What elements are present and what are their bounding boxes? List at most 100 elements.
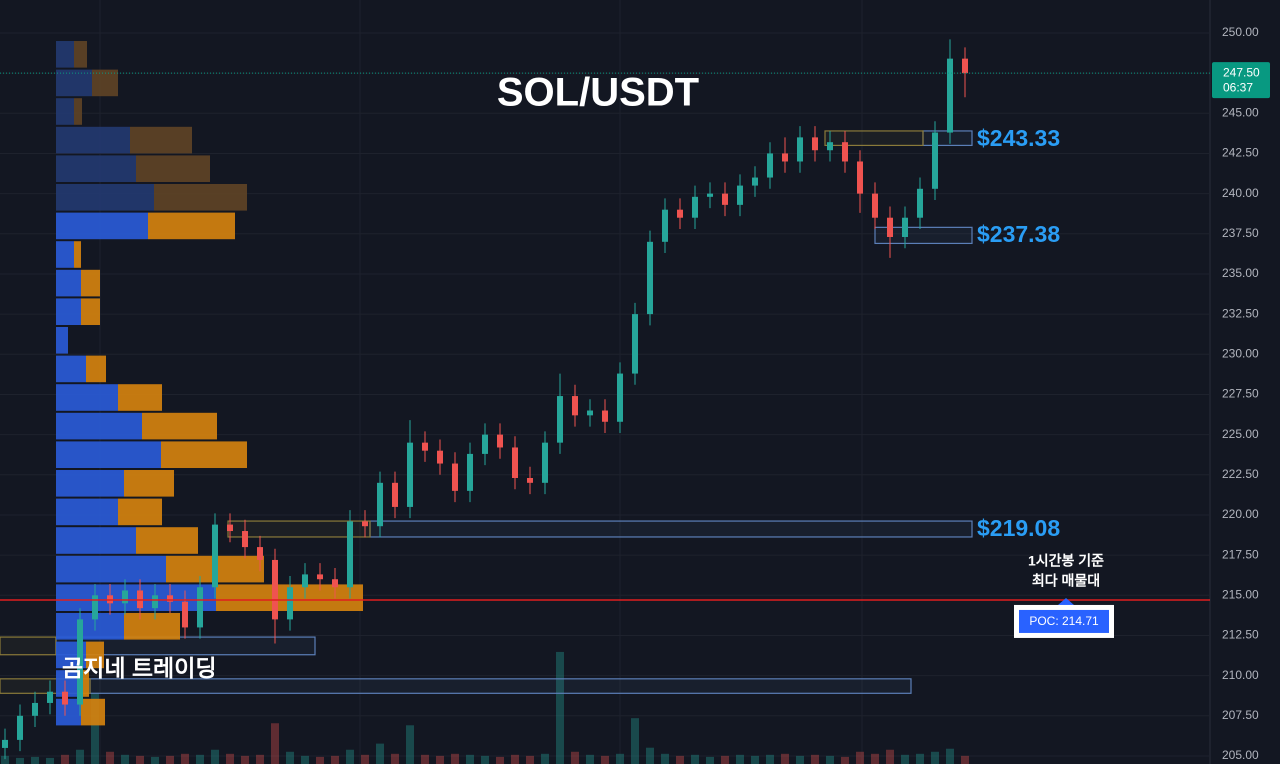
- candle-body: [497, 434, 503, 448]
- y-tick-label: 245.00: [1222, 105, 1259, 119]
- y-tick-label: 237.50: [1222, 226, 1259, 240]
- volume-bar: [571, 751, 579, 764]
- profile-bar: [148, 212, 235, 240]
- candle-body: [197, 587, 203, 628]
- zone-box: [369, 520, 973, 538]
- last-price-box: [1212, 62, 1270, 99]
- volume-bar: [136, 755, 144, 764]
- level-label: $219.08: [977, 515, 1060, 541]
- volume-bar: [31, 756, 39, 764]
- candle-body: [662, 209, 668, 242]
- candle-body: [92, 595, 98, 620]
- volume-bar: [286, 751, 294, 764]
- candle-body: [932, 132, 938, 189]
- y-tick-label: 207.50: [1222, 708, 1259, 722]
- candle-body: [962, 58, 968, 74]
- profile-bar: [118, 384, 162, 411]
- volume-bar: [886, 749, 894, 764]
- y-tick-label: 210.00: [1222, 668, 1259, 682]
- profile-bar: [74, 241, 81, 268]
- volume-bar: [391, 753, 399, 764]
- volume-bar: [361, 754, 369, 764]
- candle-body: [362, 521, 368, 527]
- poc-annotation: 최다 매물대: [1032, 573, 1100, 589]
- candle-body: [557, 396, 563, 443]
- candle-body: [242, 531, 248, 548]
- candle-body: [182, 601, 188, 628]
- profile-bar: [56, 69, 92, 97]
- y-tick-label: 217.50: [1222, 547, 1259, 561]
- candle-body: [767, 153, 773, 178]
- volume-bar: [541, 753, 549, 764]
- profile-bar: [161, 441, 247, 469]
- candle-body: [2, 739, 8, 748]
- candle-body: [17, 715, 23, 740]
- volume-bar: [901, 754, 909, 764]
- volume-bar: [196, 754, 204, 764]
- candle-body: [917, 188, 923, 218]
- candle-body: [737, 185, 743, 205]
- volume-bar: [241, 755, 249, 764]
- candle-body: [647, 241, 653, 315]
- candle-body: [707, 193, 713, 197]
- candle-body: [317, 574, 323, 580]
- profile-bar: [86, 641, 104, 669]
- volume-bar: [106, 751, 114, 764]
- volume-bar: [61, 754, 69, 764]
- candle-body: [272, 559, 278, 620]
- profile-bar: [81, 670, 89, 697]
- candle-body: [392, 482, 398, 507]
- volume-bar: [1, 755, 9, 764]
- volume-bar: [496, 756, 504, 764]
- zone-box: [922, 130, 973, 147]
- zone-box: [824, 130, 924, 147]
- y-tick-label: 250.00: [1222, 25, 1259, 39]
- candle-body: [122, 590, 128, 604]
- candle-body: [407, 442, 413, 507]
- profile-bar: [136, 527, 198, 554]
- volume-bar: [76, 749, 84, 764]
- volume-bar: [856, 751, 864, 764]
- volume-bar: [796, 755, 804, 764]
- candle-body: [752, 177, 758, 186]
- y-tick-label: 205.00: [1222, 748, 1259, 762]
- profile-bar: [56, 470, 124, 497]
- profile-bar: [56, 212, 148, 240]
- zone-box: [874, 226, 973, 245]
- candle-body: [32, 702, 38, 716]
- volume-bar: [346, 749, 354, 764]
- volume-bar: [736, 754, 744, 764]
- candle-body: [722, 193, 728, 205]
- zone-box: [0, 636, 57, 656]
- last-price-label: 247.50: [1223, 65, 1260, 79]
- volume-bar: [421, 754, 429, 764]
- profile-bar: [86, 355, 106, 383]
- candle-body: [467, 453, 473, 491]
- volume-bar: [211, 749, 219, 764]
- y-tick-label: 227.50: [1222, 387, 1259, 401]
- candle-body: [797, 137, 803, 162]
- profile-bar: [124, 470, 174, 497]
- profile-bar: [74, 41, 87, 68]
- y-tick-label: 222.50: [1222, 467, 1259, 481]
- candle-body: [152, 595, 158, 609]
- candle-body: [62, 691, 68, 705]
- profile-bar: [81, 698, 105, 726]
- volume-bar: [781, 753, 789, 764]
- profile-bar: [56, 155, 136, 183]
- volume-bar: [526, 755, 534, 764]
- countdown-label: 06:37: [1223, 80, 1253, 94]
- volume-bar: [706, 756, 714, 764]
- profile-bar: [56, 384, 118, 411]
- volume-bar: [46, 757, 54, 764]
- level-label: $243.33: [977, 125, 1060, 151]
- poc-pointer: [1058, 597, 1074, 605]
- candle-body: [332, 579, 338, 588]
- y-tick-label: 242.50: [1222, 146, 1259, 160]
- profile-bar: [81, 298, 100, 326]
- candle-body: [902, 217, 908, 237]
- volume-bar: [406, 725, 414, 764]
- profile-bar: [56, 41, 74, 68]
- volume-bar: [556, 651, 564, 764]
